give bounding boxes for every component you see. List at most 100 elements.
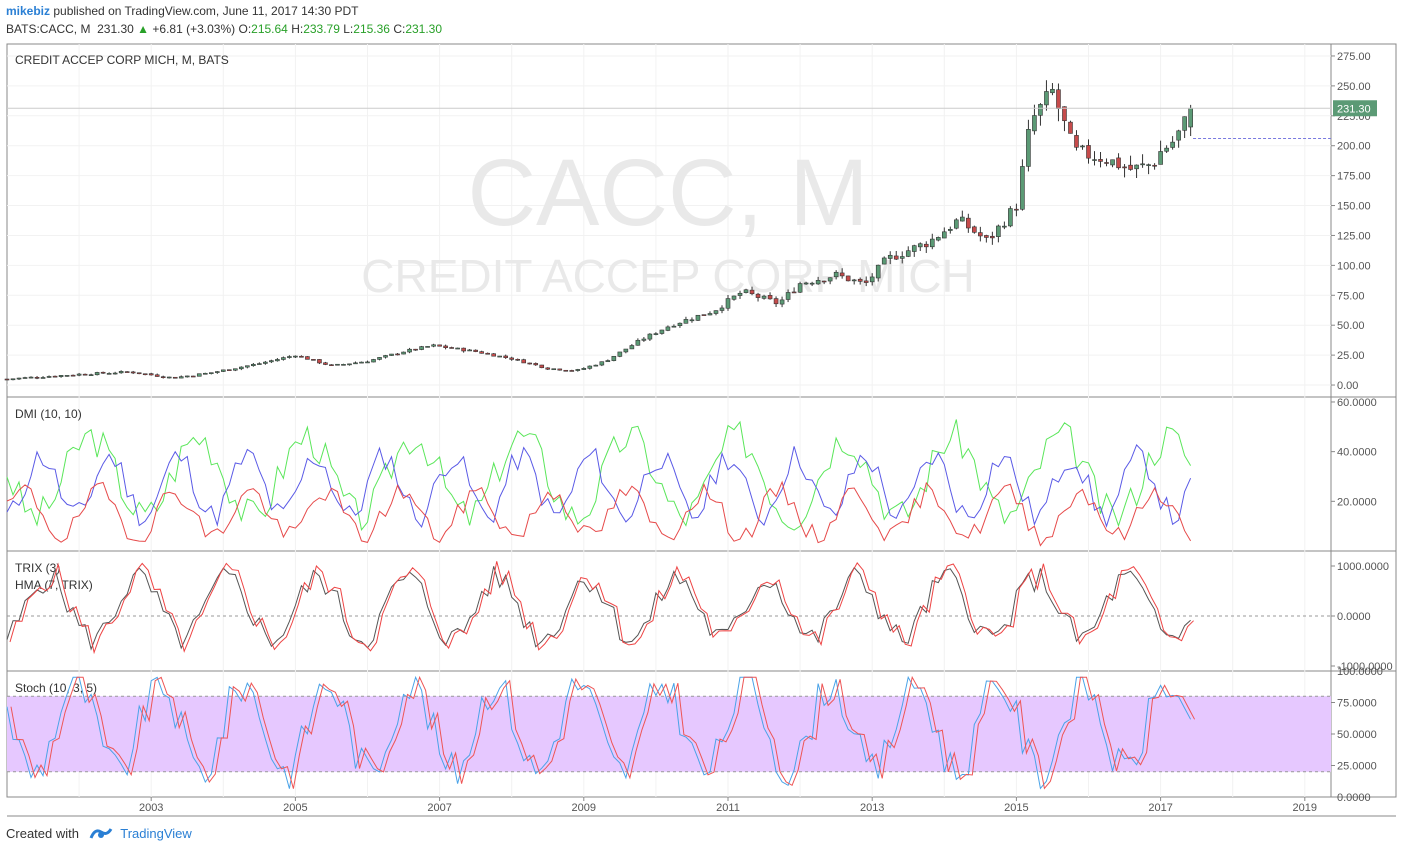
candle-body <box>887 254 893 259</box>
candle-body <box>311 359 316 361</box>
candle-body <box>497 355 502 358</box>
candle-body <box>791 291 797 294</box>
price-tick-label: 150.00 <box>1337 201 1371 213</box>
candle-body <box>383 355 388 358</box>
time-tick-label: 2013 <box>860 802 884 814</box>
candle-body <box>515 358 521 361</box>
close-label: C: <box>393 22 406 36</box>
candle-body <box>94 372 100 376</box>
candle-body <box>233 368 238 371</box>
price-tick-label: 50.00 <box>1337 320 1365 332</box>
candle-body <box>275 359 280 362</box>
candle-body <box>335 363 340 366</box>
time-tick-label: 2005 <box>283 802 307 814</box>
candle-body <box>761 295 767 299</box>
close-value: 231.30 <box>405 22 443 36</box>
candle-body <box>839 272 845 277</box>
candle-body <box>996 225 1001 237</box>
candle-body <box>377 357 382 360</box>
candle-body <box>263 361 268 364</box>
candle-body <box>815 280 821 285</box>
author-link[interactable]: mikebiz <box>6 4 51 18</box>
candle-body <box>954 219 959 229</box>
candle-body <box>695 314 701 321</box>
candle-body <box>1104 162 1109 164</box>
candle-body <box>413 348 418 351</box>
ohlc-legend: BATS:CACC, M 231.30 ▲ +6.81 (+3.03%) O:2… <box>6 22 442 36</box>
candle-body <box>1014 208 1019 211</box>
time-tick-label: 2015 <box>1004 802 1028 814</box>
candle-body <box>509 357 515 360</box>
time-tick-label: 2011 <box>716 802 740 814</box>
candle-body <box>431 344 436 347</box>
candle-body <box>1050 88 1055 94</box>
candle-body <box>190 375 196 378</box>
candle-body <box>671 325 677 328</box>
candle-body <box>905 250 911 257</box>
candle-body <box>425 346 430 348</box>
candle-body <box>665 326 671 331</box>
candle-body <box>299 355 304 358</box>
price-tick-label: 200.00 <box>1337 141 1371 153</box>
stoch-tick-label: 25.0000 <box>1337 761 1377 773</box>
candle-body <box>437 344 442 347</box>
candle-body <box>359 361 364 364</box>
candle-body <box>719 307 725 311</box>
candle-body <box>1008 208 1013 227</box>
candle-body <box>557 368 563 371</box>
stoch-k-line <box>6 675 1192 790</box>
candle-body <box>1002 225 1007 228</box>
candle-body <box>1074 135 1079 148</box>
time-tick-label: 2017 <box>1148 802 1172 814</box>
candle-body <box>629 345 635 350</box>
candle-body <box>106 373 112 375</box>
candle-body <box>581 368 587 370</box>
candle-body <box>239 366 244 370</box>
candle-body <box>731 295 737 300</box>
candle-body <box>419 346 424 350</box>
candle-body <box>136 372 142 375</box>
candle-body <box>28 376 34 379</box>
candle-body <box>1158 151 1163 165</box>
candle-body <box>160 376 166 378</box>
open-label: O: <box>238 22 252 36</box>
last-value: 231.30 <box>97 22 134 36</box>
candle-body <box>1110 159 1115 166</box>
hma-line <box>9 561 1194 655</box>
candle-body <box>70 374 76 377</box>
candle-body <box>293 355 298 358</box>
candle-body <box>34 377 40 379</box>
candle-body <box>641 338 647 341</box>
candle-body <box>347 363 352 366</box>
candle-body <box>1146 164 1151 166</box>
candle-body <box>569 370 575 372</box>
high-value: 233.79 <box>303 22 340 36</box>
stoch-band <box>7 696 1331 772</box>
candle-body <box>767 295 773 300</box>
candle-body <box>966 217 971 229</box>
candle-body <box>82 373 88 376</box>
last-price-badge <box>1333 100 1377 117</box>
dmi-pane-title: DMI (10, 10) <box>15 407 82 421</box>
candle-body <box>863 280 869 283</box>
candle-body <box>755 293 761 298</box>
candle-body <box>587 365 593 369</box>
candle-body <box>449 347 454 349</box>
low-label: L: <box>343 22 354 36</box>
candle-body <box>809 282 815 285</box>
candle-body <box>245 365 250 368</box>
candle-body <box>491 353 496 357</box>
dmi-tick-label: 60.0000 <box>1337 397 1377 409</box>
candle-body <box>972 226 977 233</box>
price-tick-label: 75.00 <box>1337 290 1365 302</box>
candle-body <box>521 359 527 364</box>
candle-body <box>148 373 154 376</box>
candle-body <box>623 348 629 353</box>
candle-body <box>929 238 935 248</box>
tradingview-link[interactable]: TradingView <box>120 826 192 841</box>
price-tick-label: 175.00 <box>1337 171 1371 183</box>
change-value: +6.81 (+3.03%) <box>152 22 236 36</box>
footer: Created with TradingView <box>6 826 192 843</box>
candle-body <box>76 373 82 376</box>
